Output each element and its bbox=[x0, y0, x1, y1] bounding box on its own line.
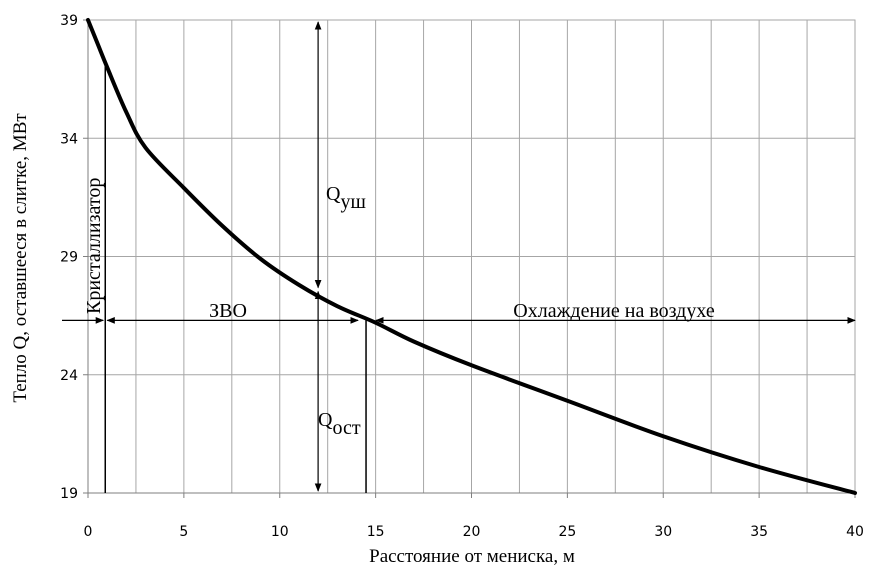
x-tick-label: 35 bbox=[750, 524, 768, 540]
axes: 0 5 10 15 20 25 30 35 40 19 24 29 34 39 bbox=[60, 13, 864, 540]
y-tick-label: 29 bbox=[60, 250, 78, 266]
y-tick-label: 39 bbox=[60, 13, 78, 29]
grid bbox=[87, 19, 856, 494]
q-loss-sub: уш bbox=[340, 191, 366, 213]
q-rem-label: Qост bbox=[318, 409, 361, 439]
x-tick-label: 30 bbox=[654, 524, 672, 540]
annotations bbox=[62, 21, 856, 493]
y-tick-label: 19 bbox=[60, 486, 78, 502]
q-rem-main: Q bbox=[318, 409, 333, 431]
q-loss-main: Q bbox=[326, 183, 341, 205]
x-tick-label: 20 bbox=[463, 524, 481, 540]
x-tick-label: 15 bbox=[367, 524, 385, 540]
heat-curve bbox=[86, 18, 857, 495]
x-tick-label: 5 bbox=[179, 524, 188, 540]
y-axis-title: Тепло Q, оставшееся в слитке, МВт bbox=[10, 113, 31, 403]
x-tick-label: 0 bbox=[84, 524, 93, 540]
q-rem-sub: ост bbox=[332, 417, 360, 439]
y-tick-label: 34 bbox=[60, 131, 78, 147]
zvo-label: ЗВО bbox=[209, 300, 247, 322]
x-tick-label: 10 bbox=[271, 524, 289, 540]
air-cooling-label: Охлаждение на воздухе bbox=[513, 300, 715, 322]
series bbox=[86, 18, 857, 495]
y-tick-label: 24 bbox=[60, 368, 78, 384]
q-loss-label: Qуш bbox=[326, 183, 366, 213]
mold-label: Кристаллизатор bbox=[83, 178, 105, 314]
x-tick-label: 40 bbox=[846, 524, 864, 540]
x-axis-title: Расстояние от мениска, м bbox=[369, 546, 575, 567]
x-tick-label: 25 bbox=[558, 524, 576, 540]
labels: Расстояние от мениска, м Тепло Q, оставш… bbox=[10, 113, 715, 567]
